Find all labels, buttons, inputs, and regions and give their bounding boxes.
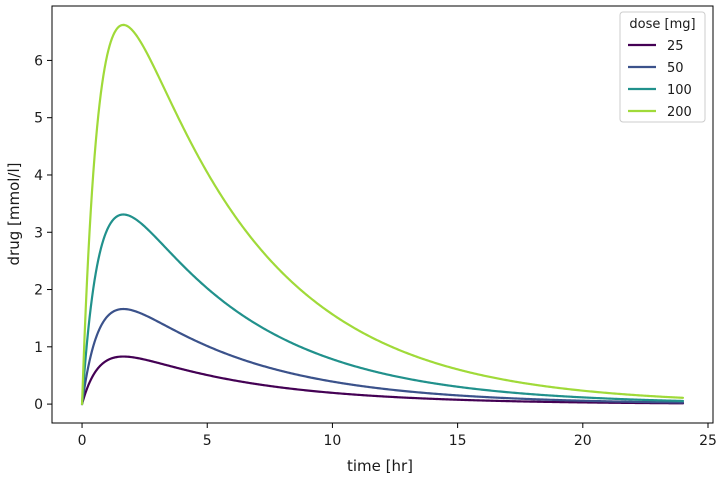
- y-tick-label: 0: [34, 397, 43, 413]
- x-tick-label: 0: [78, 433, 87, 449]
- x-axis-ticks: 0 5 10 15 20 25: [78, 423, 717, 449]
- legend-box: [619, 11, 706, 123]
- series-line-200mg: [80, 23, 685, 406]
- x-axis-label: time [hr]: [347, 457, 413, 475]
- x-tick-label: 25: [699, 433, 717, 449]
- legend-label-50mg: 50: [667, 61, 684, 76]
- legend-label-25mg: 25: [667, 39, 684, 54]
- y-tick-label: 4: [34, 168, 43, 184]
- legend-title: dose [mg]: [629, 17, 695, 32]
- x-tick-label: 15: [449, 433, 467, 449]
- x-tick-label: 10: [324, 433, 342, 449]
- series-line-25mg: [80, 355, 685, 406]
- y-tick-label: 1: [34, 340, 43, 356]
- x-tick-label: 20: [574, 433, 592, 449]
- series-layer: [80, 23, 685, 406]
- plot-area-frame: [51, 5, 714, 424]
- y-tick-label: 6: [34, 53, 43, 69]
- series-line-100mg: [80, 213, 685, 406]
- y-tick-label: 2: [34, 283, 43, 299]
- y-tick-label: 3: [34, 225, 43, 241]
- y-axis-label: drug [mmol/l]: [5, 163, 23, 266]
- legend: dose [mg] 25 50 100 200: [619, 11, 706, 123]
- y-axis-ticks: 0 1 2 3 4 5 6: [34, 53, 52, 413]
- y-tick-label: 5: [34, 111, 43, 127]
- series-line-50mg: [80, 307, 685, 406]
- legend-label-200mg: 200: [667, 105, 692, 120]
- legend-label-100mg: 100: [667, 83, 692, 98]
- x-tick-label: 5: [203, 433, 212, 449]
